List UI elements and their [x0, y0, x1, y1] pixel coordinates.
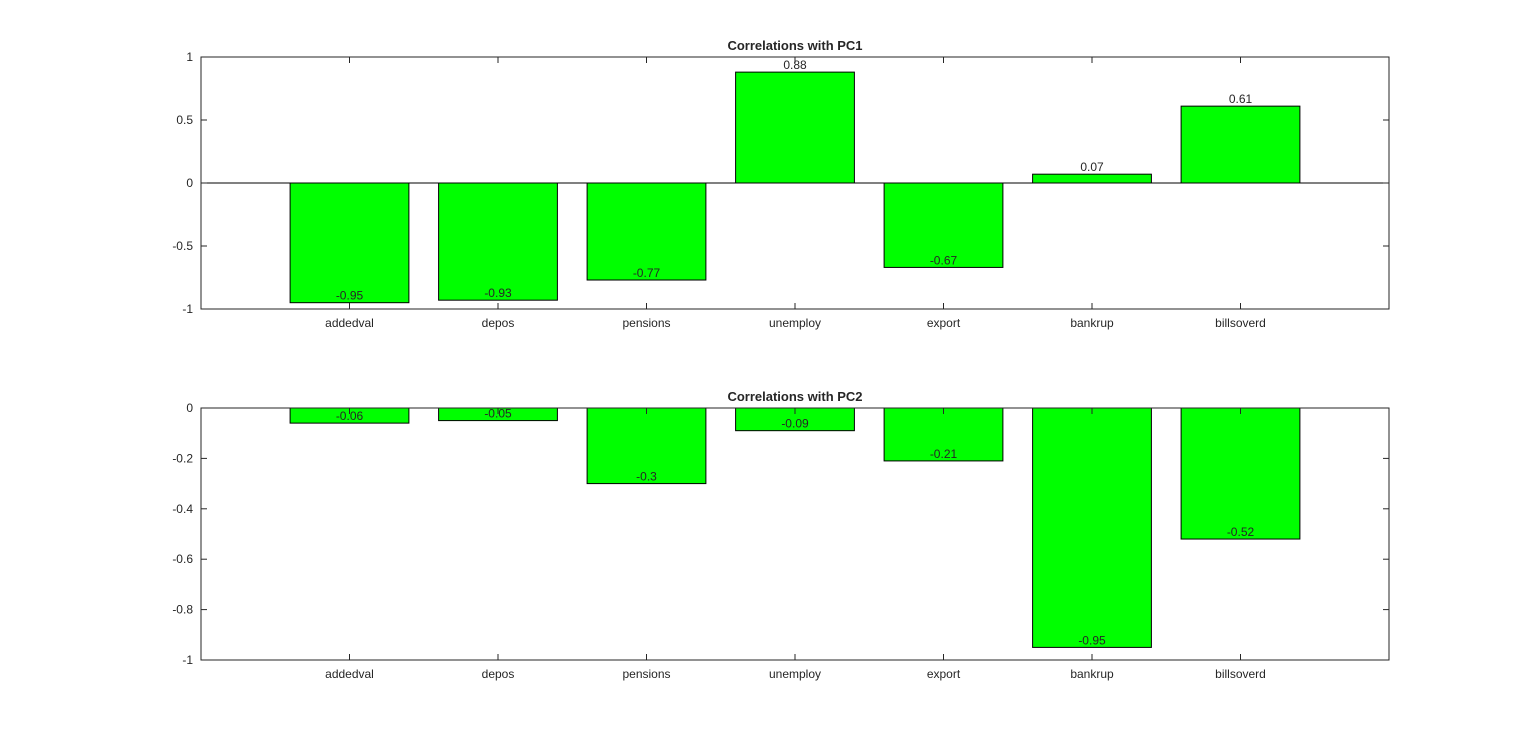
- y-tick-label: -1: [182, 653, 193, 667]
- data-label-unemploy: 0.88: [783, 58, 807, 72]
- x-tick-label: unemploy: [769, 316, 821, 330]
- x-tick-label: export: [927, 316, 961, 330]
- x-tick-label: billsoverd: [1215, 667, 1266, 681]
- chart-pc1: Correlations with PC1 -1 -0.5 0 0.5 1 addedval…: [172, 38, 1390, 330]
- data-label-bankrup: 0.07: [1080, 160, 1104, 174]
- data-label-addedval: -0.06: [336, 409, 364, 423]
- bar-addedval: [289, 182, 410, 304]
- data-label-billsoverd: -0.52: [1227, 525, 1255, 539]
- bar-billsoverd: [1180, 407, 1301, 540]
- chart-pc2: Correlations with PC2 -1 -0.8 -0.6 -0.4 -0.2 0…: [172, 389, 1390, 681]
- x-tick-label: billsoverd: [1215, 316, 1266, 330]
- bar-export: [883, 182, 1004, 268]
- y-tick-label: 0: [186, 176, 193, 190]
- y-tick-label: 0.5: [176, 113, 193, 127]
- chart-title: Correlations with PC1: [727, 38, 862, 53]
- y-tick-label: -0.5: [172, 239, 193, 253]
- bar-depos: [438, 182, 558, 301]
- y-tick-label: -0.2: [172, 451, 193, 465]
- x-tick-label: pensions: [622, 667, 670, 681]
- y-tick-label: -0.8: [172, 603, 193, 617]
- data-label-depos: -0.05: [484, 407, 512, 421]
- data-label-export: -0.67: [930, 253, 958, 267]
- y-tick-label: -0.4: [172, 502, 193, 516]
- data-label-pensions: -0.3: [636, 470, 657, 484]
- x-tick-label: export: [927, 667, 961, 681]
- y-tick-label: 0: [186, 401, 193, 415]
- y-tick-label: 1: [186, 50, 193, 64]
- bar-export: [883, 407, 1004, 462]
- x-tick-label: bankrup: [1070, 667, 1114, 681]
- bar-pensions: [586, 182, 707, 281]
- bar-bankrup: [1032, 173, 1152, 184]
- x-tick-label: pensions: [622, 316, 670, 330]
- y-tick-label: -0.6: [172, 552, 193, 566]
- data-label-unemploy: -0.09: [781, 417, 809, 431]
- x-tick-label: addedval: [325, 316, 374, 330]
- x-tick-label: addedval: [325, 667, 374, 681]
- data-label-bankrup: -0.95: [1078, 633, 1106, 647]
- data-label-pensions: -0.77: [633, 266, 661, 280]
- bar-bankrup: [1032, 407, 1152, 648]
- data-label-addedval: -0.95: [336, 289, 364, 303]
- y-tick-label: -1: [182, 302, 193, 316]
- x-tick-label: bankrup: [1070, 316, 1114, 330]
- data-label-depos: -0.93: [484, 286, 512, 300]
- bar-unemploy: [735, 71, 855, 184]
- x-tick-label: unemploy: [769, 667, 821, 681]
- chart-title: Correlations with PC2: [727, 389, 862, 404]
- x-tick-label: depos: [482, 667, 515, 681]
- data-label-export: -0.21: [930, 447, 958, 461]
- bar-billsoverd: [1180, 105, 1301, 184]
- data-label-billsoverd: 0.61: [1229, 92, 1253, 106]
- x-tick-label: depos: [482, 316, 515, 330]
